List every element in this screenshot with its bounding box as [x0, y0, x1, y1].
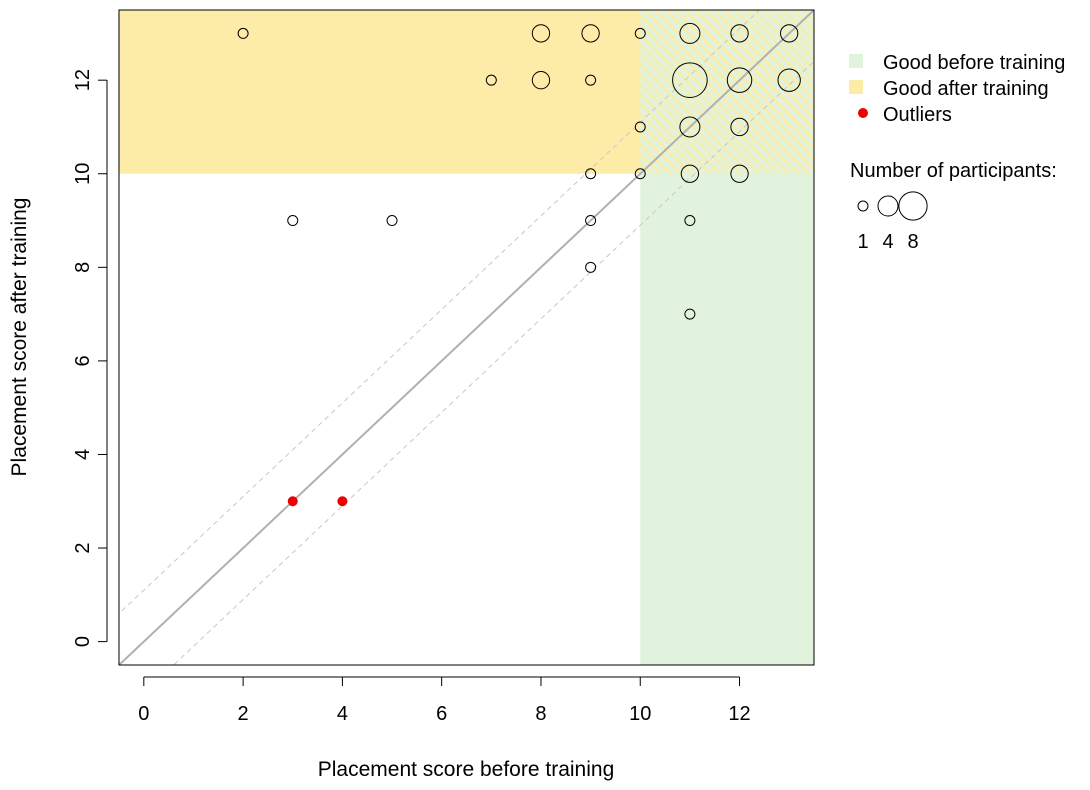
data-point	[287, 215, 299, 227]
data-point	[585, 168, 597, 180]
x-tick-label: 4	[337, 703, 348, 725]
y-tick-label: 4	[72, 449, 94, 460]
data-point	[680, 164, 700, 183]
data-point	[726, 67, 753, 93]
legend-size-circle	[857, 200, 869, 212]
y-tick-label: 12	[72, 69, 94, 91]
data-point	[585, 261, 597, 273]
data-point	[679, 116, 701, 138]
data-points	[237, 22, 801, 507]
legend-size-title: Number of participants:	[850, 160, 1057, 182]
y-tick-label: 8	[72, 262, 94, 273]
data-point	[730, 164, 749, 183]
legend-size-label: 4	[882, 231, 893, 253]
data-point	[485, 74, 497, 86]
y-tick-label: 6	[72, 355, 94, 366]
legend-size-label: 8	[907, 231, 918, 253]
x-tick-label: 2	[238, 703, 249, 725]
y-tick-label: 10	[72, 163, 94, 185]
y-axis: 0 2 4 6 8 10 12	[72, 69, 108, 647]
data-point	[581, 24, 600, 43]
data-point	[531, 24, 551, 43]
legend-swatch	[849, 54, 863, 68]
data-point	[634, 168, 646, 180]
data-point	[585, 215, 597, 227]
x-tick-label: 6	[436, 703, 447, 725]
background-regions	[119, 10, 814, 665]
legend-size-circle	[877, 195, 899, 217]
legend: Good before training Good after training O…	[849, 52, 1065, 253]
outlier-point	[287, 496, 298, 507]
x-axis: 0 2 4 6 8 10 12	[138, 676, 751, 725]
data-point	[730, 24, 749, 43]
data-point	[634, 27, 646, 39]
legend-swatch	[849, 80, 863, 94]
y-axis-label: Placement score after training	[8, 198, 31, 477]
data-point	[672, 62, 708, 98]
data-point	[684, 308, 696, 320]
x-tick-label: 12	[728, 703, 750, 725]
legend-label: Good after training	[883, 78, 1049, 100]
data-point	[730, 117, 749, 137]
outlier-point	[337, 496, 348, 507]
x-tick-label: 10	[629, 703, 651, 725]
y-tick-label: 0	[72, 636, 94, 647]
data-point	[531, 71, 551, 90]
data-point	[679, 22, 701, 44]
data-point	[780, 24, 799, 43]
x-axis-label: Placement score before training	[318, 758, 615, 781]
identity-line	[119, 10, 814, 665]
y-tick-label: 2	[72, 542, 94, 553]
data-point	[585, 74, 597, 86]
legend-size-circle	[898, 191, 928, 221]
data-point	[684, 215, 696, 227]
x-tick-label: 0	[138, 703, 149, 725]
data-point	[237, 27, 249, 39]
legend-label: Good before training	[883, 52, 1065, 74]
plot-frame	[118, 9, 815, 666]
x-tick-label: 8	[535, 703, 546, 725]
band-line-2	[172, 60, 814, 665]
legend-size-label: 1	[857, 231, 868, 253]
data-point	[777, 68, 801, 92]
data-point	[634, 121, 646, 133]
data-point	[386, 215, 398, 227]
legend-label: Outliers	[883, 104, 952, 126]
legend-outlier-dot	[858, 108, 868, 118]
